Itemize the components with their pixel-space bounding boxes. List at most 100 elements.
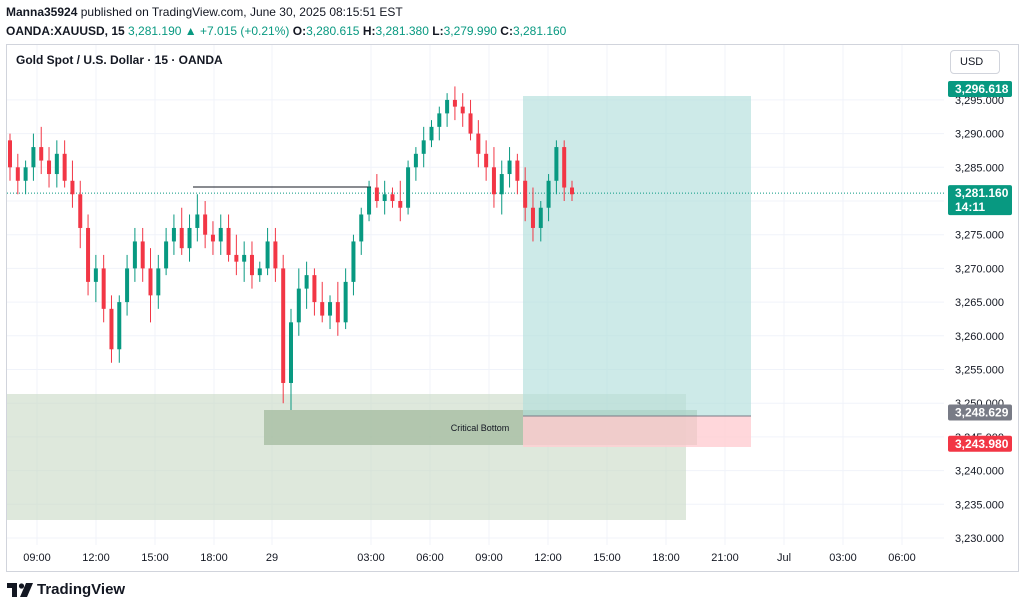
y-tick-label: 3,285.000	[955, 162, 1004, 174]
close-label: C:	[500, 24, 513, 38]
candle-body	[226, 227, 231, 255]
y-tick-label: 3,275.000	[955, 230, 1004, 242]
candle-body	[359, 214, 364, 242]
candle-body	[109, 308, 114, 350]
candle-body	[523, 180, 528, 208]
currency-button[interactable]: USD	[950, 50, 1000, 74]
tradingview-logo[interactable]: TradingView	[7, 581, 125, 598]
publish-text: published on TradingView.com, June 30, 2…	[80, 5, 403, 19]
candle-body	[54, 153, 59, 175]
candle-body	[515, 160, 520, 181]
x-tick-label: 21:00	[711, 552, 739, 564]
candle-body	[546, 180, 551, 208]
candle-body	[23, 167, 28, 181]
y-tick-label: 3,260.000	[955, 331, 1004, 343]
candle-body	[367, 187, 372, 215]
candle-body	[289, 322, 293, 383]
candle-body	[125, 268, 130, 303]
candle-body	[179, 227, 184, 249]
candle-body	[93, 268, 98, 282]
y-tick-label: 3,295.000	[955, 95, 1004, 107]
candle-body	[218, 227, 223, 242]
x-tick-label: 18:00	[200, 552, 228, 564]
candle-body	[570, 187, 574, 195]
candle-body	[187, 227, 192, 249]
candle-body	[148, 268, 153, 296]
x-tick-label: 09:00	[475, 552, 503, 564]
publish-line: Manna35924 published on TradingView.com,…	[6, 4, 1016, 21]
current-price-tag-countdown: 14:11	[955, 200, 985, 214]
ohlc-legend: OANDA:XAUUSD, 15 3,281.190 ▲ +7.015 (+0.…	[6, 23, 1016, 40]
candle-body	[343, 281, 348, 323]
x-tick-label: 12:00	[534, 552, 562, 564]
candle-body	[390, 194, 395, 201]
candle-body	[452, 99, 457, 107]
stop-price-tag: 3,243.980	[955, 437, 1009, 451]
candle-body	[242, 254, 247, 262]
candle-body	[140, 241, 145, 269]
author-name[interactable]: Manna35924	[6, 5, 78, 19]
y-tick-label: 3,290.000	[955, 129, 1004, 141]
candle-body	[460, 106, 465, 114]
y-tick-label: 3,265.000	[955, 297, 1004, 309]
high-value: 3,281.380	[375, 24, 429, 38]
candle-body	[31, 147, 36, 168]
x-tick-label: 12:00	[82, 552, 110, 564]
candle-body	[554, 147, 559, 181]
x-tick-label: Jul	[777, 552, 791, 564]
current-price-tag: 3,281.160	[955, 186, 1009, 200]
stop-zone[interactable]	[523, 416, 751, 447]
candle-body	[476, 133, 481, 154]
y-tick-label: 3,240.000	[955, 466, 1004, 478]
candle-body	[406, 167, 411, 208]
candle-body	[468, 113, 473, 134]
entry-price-tag: 3,248.629	[955, 405, 1009, 419]
candle-body	[281, 268, 286, 383]
stop-price-tag-bg	[948, 435, 1012, 452]
candle-body	[530, 207, 535, 228]
candle-body	[484, 153, 489, 168]
candle-body	[374, 187, 379, 201]
candle-body	[328, 302, 333, 316]
candle-body	[249, 254, 254, 276]
tradingview-logo-icon	[7, 582, 33, 597]
x-tick-label: 06:00	[888, 552, 916, 564]
candle-body	[304, 275, 309, 289]
candle-body	[132, 241, 137, 269]
current-price-tag-bg	[948, 185, 1012, 216]
candle-body	[351, 241, 356, 282]
low-label: L:	[432, 24, 444, 38]
candle-body	[538, 207, 543, 228]
candle-body	[8, 140, 12, 168]
candle-body	[62, 153, 67, 181]
symbol-label[interactable]: OANDA:XAUUSD, 15	[6, 24, 125, 38]
candle-body	[445, 99, 450, 114]
y-tick-label: 3,270.000	[955, 263, 1004, 275]
candle-body	[195, 214, 200, 228]
x-tick-label: 18:00	[652, 552, 680, 564]
candle-body	[320, 302, 325, 316]
candle-body	[78, 194, 83, 228]
y-tick-label: 3,230.000	[955, 533, 1004, 545]
candle-body	[171, 227, 176, 242]
candle-body	[335, 302, 340, 323]
price-change: +7.015 (+0.21%)	[200, 24, 290, 38]
candle-body	[70, 180, 75, 195]
target-zone[interactable]	[523, 96, 751, 416]
candle-body	[86, 227, 91, 282]
last-price: 3,281.190	[128, 24, 182, 38]
entry-price-tag-bg	[948, 404, 1012, 421]
candle-body	[398, 201, 403, 208]
target-price-tag: 3,296.618	[955, 82, 1009, 96]
candle-body	[203, 214, 208, 235]
candle-body	[296, 288, 301, 323]
triangle-up-icon: ▲	[184, 24, 197, 38]
x-tick-label: 09:00	[23, 552, 51, 564]
x-tick-label: 15:00	[141, 552, 169, 564]
tradingview-brand: TradingView	[37, 581, 126, 598]
y-tick-label: 3,235.000	[955, 499, 1004, 511]
candle-body	[382, 194, 387, 201]
candle-body	[117, 302, 122, 350]
y-tick-label: 3,255.000	[955, 365, 1004, 377]
